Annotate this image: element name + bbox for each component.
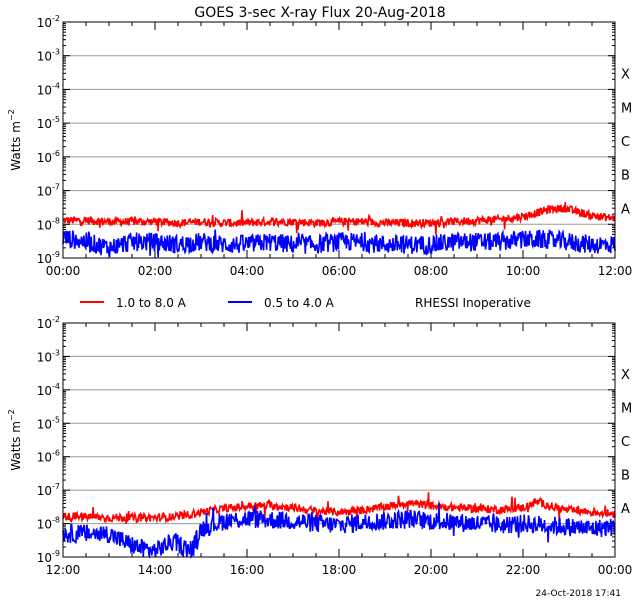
- y-tick-label: 10-2: [37, 14, 60, 30]
- x-tick-label: 16:00: [230, 563, 265, 577]
- y-tick-label: 10-9: [37, 250, 60, 266]
- y-tick-label: 10-6: [37, 149, 60, 165]
- flare-class-label: C: [621, 135, 630, 150]
- y-tick-label: 10-7: [37, 482, 60, 498]
- series-long-line: [62, 492, 616, 525]
- y-tick-label: 10-2: [37, 315, 60, 331]
- footer-timestamp: 24-Oct-2018 17:41: [536, 589, 621, 599]
- x-tick-label: 04:00: [230, 264, 265, 278]
- x-tick-label: 10:00: [506, 264, 541, 278]
- y-tick-label: 10-9: [37, 549, 60, 565]
- x-tick-label: 18:00: [322, 563, 357, 577]
- legend-note: RHESSI Inoperative: [415, 296, 531, 310]
- x-tick-label: 22:00: [506, 563, 541, 577]
- plot-frame: [62, 322, 616, 558]
- chart-title: GOES 3-sec X-ray Flux 20-Aug-2018: [194, 5, 445, 21]
- y-tick-label: 10-4: [37, 382, 60, 398]
- x-tick-label: 08:00: [414, 264, 449, 278]
- x-tick-label: 14:00: [138, 563, 173, 577]
- x-tick-label: 06:00: [322, 264, 357, 278]
- series-short-line: [62, 503, 616, 560]
- flare-class-label: M: [621, 402, 632, 417]
- y-tick-label: 10-4: [37, 81, 60, 97]
- flare-class-label: A: [621, 502, 630, 517]
- panel-top: 10-9 10-8 10-7 10-6 10-5 10-4 10-3 10-2 A B C M X 00:…: [7, 14, 632, 278]
- flare-class-label: X: [621, 68, 630, 83]
- y-tick-label: 10-8: [37, 516, 60, 532]
- flare-class-label: M: [621, 101, 632, 116]
- x-tick-label: 02:00: [138, 264, 173, 278]
- y-axis-label: Watts m−2: [7, 409, 23, 470]
- x-tick-label: 12:00: [598, 264, 633, 278]
- y-tick-label: 10-3: [37, 348, 60, 364]
- y-tick-label: 10-7: [37, 183, 60, 199]
- x-tick-label: 00:00: [598, 563, 633, 577]
- y-tick-label: 10-3: [37, 48, 60, 64]
- flare-class-label: B: [621, 468, 630, 483]
- panel-bottom: 10-9 10-8 10-7 10-6 10-5 10-4 10-3 10-2 A B C M X 12:…: [7, 315, 632, 577]
- flare-class-label: B: [621, 169, 630, 184]
- legend-long-label: 1.0 to 8.0 A: [116, 296, 187, 310]
- y-tick-label: 10-8: [37, 216, 60, 232]
- x-tick-label: 20:00: [414, 563, 449, 577]
- flare-class-label: A: [621, 202, 630, 217]
- plot-frame: [62, 21, 616, 259]
- y-tick-label: 10-5: [37, 115, 60, 131]
- x-tick-label: 00:00: [46, 264, 81, 278]
- series-long-line: [62, 202, 616, 235]
- y-tick-label: 10-5: [37, 415, 60, 431]
- flare-class-label: X: [621, 368, 630, 383]
- flare-class-label: C: [621, 435, 630, 450]
- legend-short-label: 0.5 to 4.0 A: [264, 296, 335, 310]
- legend: 1.0 to 8.0 A 0.5 to 4.0 A RHESSI Inopera…: [80, 296, 531, 310]
- y-tick-label: 10-6: [37, 449, 60, 465]
- series-short-line: [62, 228, 616, 258]
- y-axis-label: Watts m−2: [7, 109, 23, 170]
- x-tick-label: 12:00: [46, 563, 81, 577]
